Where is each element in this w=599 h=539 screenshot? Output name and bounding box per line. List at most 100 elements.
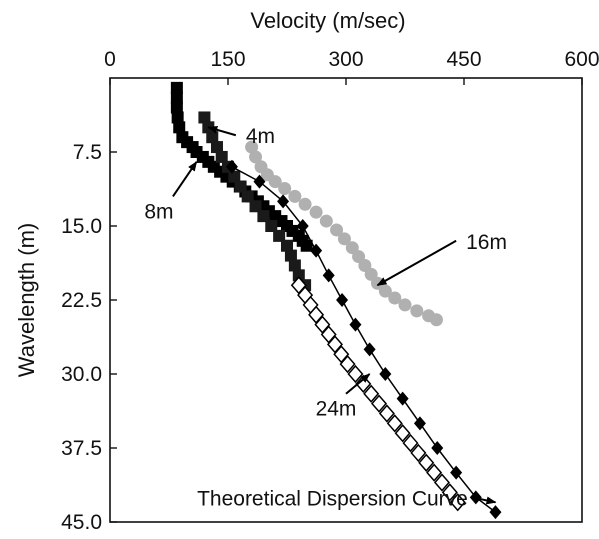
8m-point	[198, 111, 211, 124]
16m-point	[268, 175, 282, 189]
4m-point	[170, 101, 183, 114]
annotation-theoretical-dispersion-curve: Theoretical Dispersion Curve	[197, 487, 497, 510]
theoretical-dispersion-curve-point	[379, 367, 392, 381]
annotation-24m-label: 24m	[316, 398, 357, 421]
16m-point	[249, 150, 263, 164]
16m-point	[278, 182, 292, 196]
16m-point	[398, 298, 412, 312]
theoretical-dispersion-curve-point	[310, 243, 323, 258]
16m-point	[288, 189, 302, 203]
24m-point	[394, 424, 411, 443]
x-tick-label: 300	[328, 48, 363, 71]
24m-point	[418, 453, 435, 472]
24m-point	[402, 433, 419, 453]
8m-point	[292, 269, 305, 282]
annotation-16m-label: 16m	[466, 231, 507, 254]
24m-point	[426, 463, 443, 482]
theoretical-dispersion-curve-point	[322, 268, 335, 283]
theoretical-dispersion-curve-point	[225, 159, 238, 174]
24m-point	[433, 473, 450, 492]
8m-point	[241, 190, 254, 203]
24m-point	[410, 443, 427, 463]
8m-point	[265, 220, 278, 232]
16m-point	[378, 284, 392, 298]
8m-point	[210, 141, 223, 154]
24m-point	[386, 414, 403, 433]
x-tick-label: 150	[210, 48, 245, 71]
8m-point	[288, 259, 301, 272]
theoretical-dispersion-curve-point	[336, 293, 349, 307]
annotation-theoretical-dispersion-curve-label: Theoretical Dispersion Curve	[197, 487, 468, 510]
16m-point	[330, 223, 344, 237]
series-theoretical-dispersion-curve	[225, 159, 502, 520]
annotation-16m-arrow	[376, 239, 457, 287]
theoretical-dispersion-curve-point	[450, 465, 463, 480]
24m-point	[441, 483, 458, 502]
16m-point	[245, 140, 259, 154]
y-axis-label: Wavelength (m)	[14, 223, 39, 377]
theoretical-dispersion-curve-point	[349, 317, 362, 332]
theoretical-dispersion-curve-point	[363, 342, 376, 357]
annotation-16m: 16m	[376, 231, 507, 287]
4m-point	[170, 91, 183, 104]
theoretical-dispersion-curve-point	[253, 174, 266, 189]
annotation-8m-label: 8m	[144, 200, 173, 223]
x-tick-label: 600	[564, 48, 599, 71]
4m-point	[300, 239, 313, 252]
8m-point	[284, 249, 297, 262]
4m-point	[171, 111, 184, 124]
annotation-4m-arrow	[207, 125, 237, 137]
8m-point	[234, 180, 247, 193]
theoretical-dispersion-curve-point	[396, 391, 409, 406]
theoretical-dispersion-curve-point	[277, 194, 290, 209]
24m-point	[347, 364, 364, 384]
series-16m	[245, 140, 443, 327]
24m-point	[339, 354, 356, 374]
annotation-4m-label: 4m	[246, 125, 275, 148]
16m-point	[429, 313, 443, 327]
y-tick-label: 22.5	[61, 289, 102, 312]
y-tick-label: 45.0	[61, 511, 102, 534]
theoretical-dispersion-curve-point	[431, 441, 444, 455]
annotation-8m: 8m	[144, 161, 198, 223]
x-tick-label: 0	[104, 48, 116, 71]
8m-point	[257, 210, 270, 223]
theoretical-dispersion-curve-point	[489, 505, 502, 520]
y-tick-label: 7.5	[73, 141, 102, 164]
y-tick-label: 30.0	[61, 363, 102, 386]
theoretical-dispersion-curve-line	[231, 166, 496, 513]
y-tick-label: 37.5	[61, 437, 102, 460]
theoretical-dispersion-curve-point	[296, 219, 309, 233]
annotation-24m: 24m	[316, 373, 371, 421]
16m-point	[388, 291, 402, 305]
annotation-4m: 4m	[207, 125, 275, 148]
8m-point	[228, 170, 241, 183]
series-8m	[198, 111, 312, 292]
y-tick-label: 15.0	[61, 215, 102, 238]
16m-point	[337, 232, 351, 246]
series-24m	[290, 276, 466, 512]
8m-point	[249, 200, 262, 213]
annotation-8m-arrow	[172, 161, 198, 197]
24m-point	[378, 404, 395, 423]
24m-point	[363, 384, 380, 403]
8m-point	[273, 229, 286, 242]
annotation-theoretical-dispersion-curve-arrow	[471, 496, 497, 505]
16m-point	[410, 304, 424, 318]
8m-point	[206, 131, 219, 144]
x-axis-label: Velocity (m/sec)	[250, 8, 405, 33]
16m-point	[309, 205, 323, 219]
16m-point	[319, 214, 333, 228]
theoretical-dispersion-curve-point	[413, 416, 426, 431]
4m-point	[170, 81, 183, 94]
annotation-24m-arrow	[345, 373, 371, 395]
16m-point	[298, 197, 312, 211]
x-tick-label: 450	[446, 48, 481, 71]
4m-point	[173, 121, 186, 134]
24m-point	[371, 394, 388, 413]
8m-point	[215, 150, 228, 163]
24m-point	[449, 493, 466, 512]
8m-point	[281, 239, 293, 252]
